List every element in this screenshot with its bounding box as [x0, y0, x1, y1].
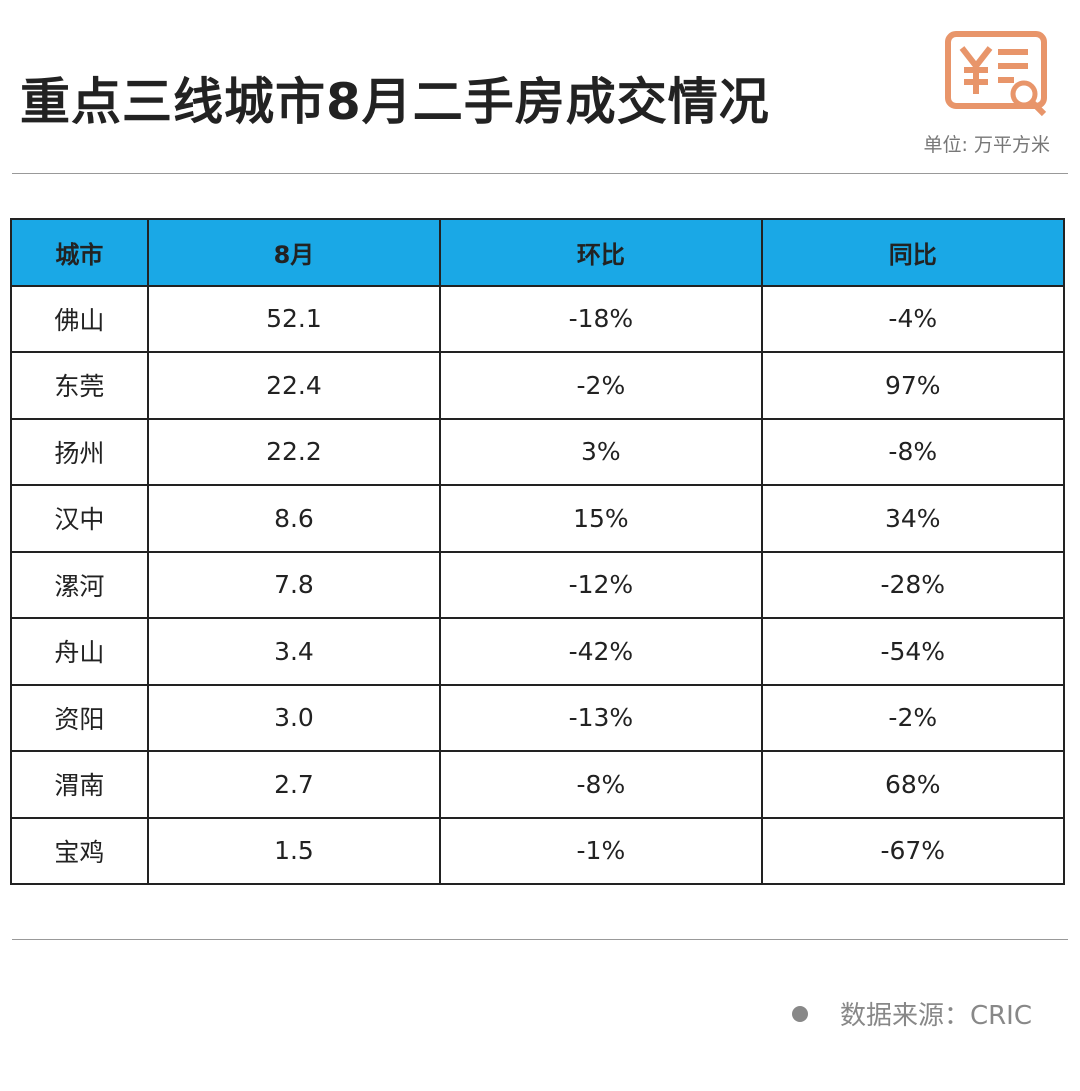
- bullet: [792, 1006, 808, 1022]
- column-header: 8月: [146, 218, 442, 287]
- table-cell: 舟山: [10, 617, 149, 686]
- table-cell: 8.6: [146, 484, 442, 553]
- table-cell: 3.0: [146, 683, 442, 752]
- table-cell: 2.7: [146, 750, 442, 819]
- table-cell: 22.2: [146, 417, 442, 486]
- unit: 单位: 万平方米: [923, 134, 1050, 156]
- table-cell: -28%: [760, 550, 1066, 619]
- table-cell: 3.4: [146, 617, 442, 686]
- table-cell: 68%: [760, 750, 1066, 819]
- table-cell: 3%: [439, 417, 763, 486]
- table-cell: -2%: [760, 683, 1066, 752]
- table-cell: 34%: [760, 484, 1066, 553]
- table-cell: 漯河: [10, 550, 149, 619]
- divider: [12, 173, 1068, 174]
- source: 数据来源：CRIC: [839, 1001, 1032, 1031]
- column-header: 同比: [760, 218, 1066, 287]
- table-row: 扬州 22.2 3% -8%: [10, 417, 1066, 486]
- table-cell: -8%: [760, 417, 1066, 486]
- table-cell: -2%: [439, 351, 763, 420]
- table-row: 舟山 3.4 -42% -54%: [10, 617, 1066, 686]
- table-cell: 扬州: [10, 417, 149, 486]
- table-cell: 资阳: [10, 683, 149, 752]
- table-cell: 97%: [760, 351, 1066, 420]
- table-cell: -42%: [439, 617, 763, 686]
- table-cell: 佛山: [10, 284, 149, 353]
- table-row: 渭南 2.7 -8% 68%: [10, 750, 1066, 819]
- table-cell: 7.8: [146, 550, 442, 619]
- table-row: 漯河 7.8 -12% -28%: [10, 550, 1066, 619]
- table-row: 东莞 22.4 -2% 97%: [10, 351, 1066, 420]
- divider: [12, 939, 1068, 940]
- column-header: 城市: [10, 218, 149, 287]
- title: 重点三线城市8月二手房成交情况: [20, 73, 770, 131]
- table-cell: 52.1: [146, 284, 442, 353]
- table-cell: -67%: [760, 816, 1066, 885]
- table-cell: -8%: [439, 750, 763, 819]
- table-cell: 汉中: [10, 484, 149, 553]
- table-row: 汉中 8.6 15% 34%: [10, 484, 1066, 553]
- table-cell: 22.4: [146, 351, 442, 420]
- column-header: 环比: [439, 218, 763, 287]
- table-cell: 15%: [439, 484, 763, 553]
- table-cell: 东莞: [10, 351, 149, 420]
- table-cell: 1.5: [146, 816, 442, 885]
- table-cell: -18%: [439, 284, 763, 353]
- table-row: 佛山 52.1 -18% -4%: [10, 284, 1066, 353]
- table-cell: 宝鸡: [10, 816, 149, 885]
- table-cell: -4%: [760, 284, 1066, 353]
- icon: [945, 31, 1047, 117]
- data-table: 城市 8月 环比 同比 佛山 52.1 -18% -4% 东莞 22.4 -2% 97% 扬州 22.2…: [10, 218, 1066, 885]
- table-cell: 渭南: [10, 750, 149, 819]
- table-cell: -13%: [439, 683, 763, 752]
- table-cell: -54%: [760, 617, 1066, 686]
- table-cell: -1%: [439, 816, 763, 885]
- table-row: 资阳 3.0 -13% -2%: [10, 683, 1066, 752]
- table-row: 宝鸡 1.5 -1% -67%: [10, 816, 1066, 885]
- header-row: 城市 8月 环比 同比: [10, 218, 1066, 287]
- table-cell: -12%: [439, 550, 763, 619]
